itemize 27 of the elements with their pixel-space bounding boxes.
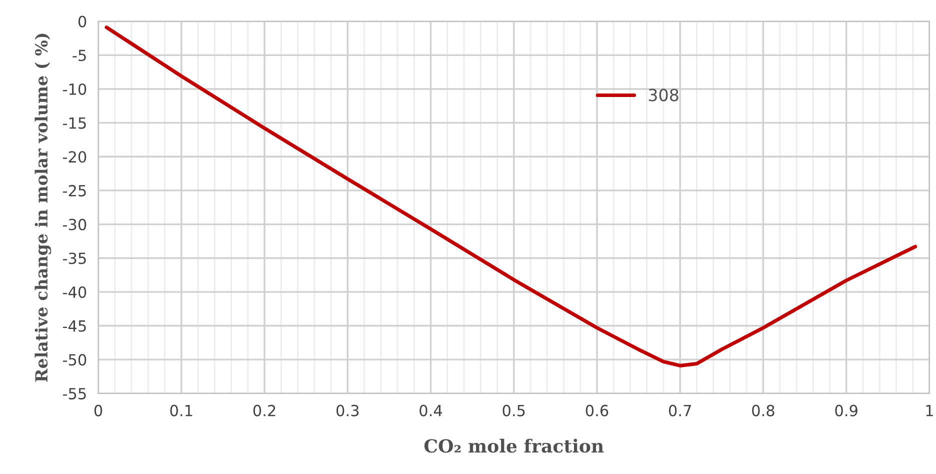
y-tick-label: -5 — [72, 50, 86, 62]
x-tick-label: 0 — [94, 404, 102, 416]
x-tick-label: 0.2 — [253, 404, 276, 416]
y-tick-label: 0 — [78, 16, 86, 28]
line-series — [104, 26, 918, 368]
x-tick-label: 0.1 — [170, 404, 192, 416]
y-tick-label: -25 — [62, 184, 86, 196]
y-tick-label: -45 — [62, 320, 86, 332]
y-tick-label: -15 — [62, 117, 86, 129]
legend-label: 308 — [648, 88, 678, 102]
x-tick-label: 0.7 — [668, 404, 691, 416]
x-tick-label: 0.5 — [502, 404, 525, 416]
y-tick-label: -55 — [62, 388, 86, 400]
y-tick-label: -35 — [62, 252, 86, 264]
y-tick-label: -30 — [62, 218, 86, 230]
x-axis-title: CO₂ mole fraction — [424, 438, 604, 453]
y-tick-label: -40 — [62, 286, 86, 298]
x-tick-label: 0.8 — [752, 404, 774, 416]
x-tick-label: 0.9 — [835, 404, 858, 416]
y-axis-title: Relative change in molar volume ( %) — [34, 34, 52, 382]
x-tick-label: 0.3 — [336, 404, 359, 416]
x-tick-label: 0.4 — [420, 404, 442, 416]
x-tick-label: 1 — [926, 405, 933, 416]
y-tick-label: -10 — [62, 83, 86, 96]
y-tick-label: -50 — [62, 354, 86, 366]
x-tick-label: 0.6 — [586, 404, 608, 416]
y-tick-label: -20 — [62, 151, 86, 163]
